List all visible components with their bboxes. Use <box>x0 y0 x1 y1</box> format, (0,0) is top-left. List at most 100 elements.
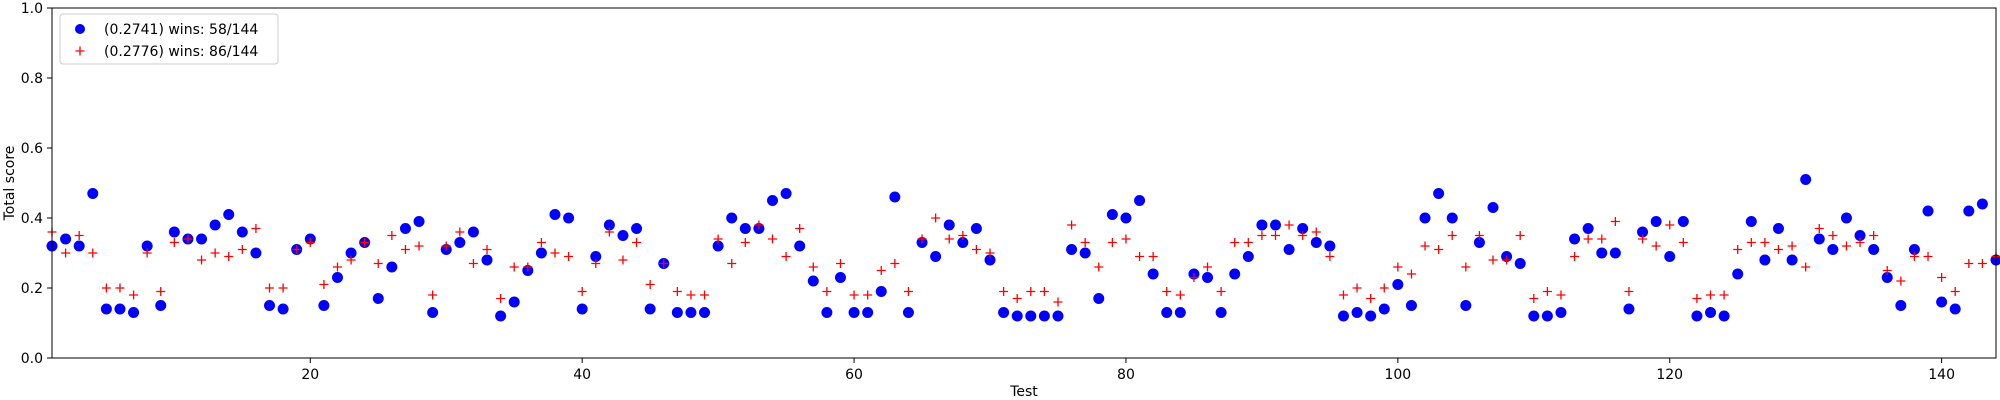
data-point <box>1283 244 1295 255</box>
data-point <box>617 230 629 241</box>
data-point <box>535 247 547 259</box>
data-point <box>454 237 466 248</box>
data-point <box>1189 273 1199 282</box>
data-point <box>671 307 683 318</box>
data-point <box>1107 238 1117 247</box>
data-point <box>577 287 587 296</box>
data-point <box>224 252 234 261</box>
data-point <box>1203 262 1213 272</box>
data-point <box>1529 294 1539 303</box>
data-point <box>223 209 235 220</box>
data-point <box>400 245 410 254</box>
data-point <box>1026 287 1036 296</box>
data-point <box>1963 205 1975 217</box>
data-point <box>645 280 655 289</box>
y-tick-label: 1.0 <box>21 1 43 17</box>
data-point <box>863 290 873 300</box>
x-tick-label: 20 <box>301 367 319 383</box>
data-point <box>768 234 778 244</box>
data-point <box>1733 245 1743 254</box>
data-point <box>931 213 941 223</box>
legend-label-series-1: (0.2741) wins: 58/144 <box>104 22 258 38</box>
data-point <box>550 248 560 258</box>
data-point <box>930 251 942 262</box>
data-point <box>332 262 342 272</box>
data-point <box>848 307 860 318</box>
data-point <box>889 191 901 203</box>
data-point <box>250 247 262 259</box>
data-point <box>1623 303 1635 315</box>
data-point <box>1066 244 1078 255</box>
data-point <box>1120 212 1132 224</box>
x-tick-label: 80 <box>1117 367 1135 383</box>
data-point <box>1514 258 1526 269</box>
data-point <box>345 247 357 259</box>
data-point <box>1678 238 1688 247</box>
data-point <box>1012 294 1022 303</box>
data-point <box>740 238 750 247</box>
data-point <box>1665 220 1675 230</box>
data-point <box>155 300 167 311</box>
data-point <box>1814 224 1824 233</box>
data-point <box>794 240 806 252</box>
x-tick-label: 40 <box>573 367 591 383</box>
data-point <box>387 231 397 240</box>
data-point <box>455 227 465 237</box>
data-point <box>1134 195 1146 206</box>
x-axis: 20 40 60 80 100 120 140 <box>301 358 1955 383</box>
data-point <box>1882 266 1892 275</box>
data-point <box>767 195 779 206</box>
series-1-marks <box>46 174 2000 322</box>
data-point <box>849 290 859 300</box>
y-tick-label: 0.4 <box>21 211 43 227</box>
data-point <box>1570 252 1580 261</box>
data-point <box>114 303 126 315</box>
data-point <box>1148 252 1158 261</box>
y-axis: 0.0 0.2 0.4 0.6 0.8 1.0 <box>21 1 52 367</box>
data-point <box>1242 251 1254 262</box>
x-tick-label: 140 <box>1928 367 1955 383</box>
data-point <box>1609 247 1621 259</box>
data-point <box>590 251 602 262</box>
data-point <box>318 300 330 311</box>
data-point <box>1869 231 1879 240</box>
data-point <box>1719 290 1729 300</box>
y-axis-label: Total score <box>2 146 18 222</box>
data-point <box>1610 217 1620 226</box>
data-point <box>970 223 982 234</box>
data-point <box>197 255 207 265</box>
data-point <box>128 307 140 318</box>
data-point <box>101 283 111 293</box>
data-point <box>1677 216 1689 227</box>
data-point <box>1840 212 1852 224</box>
data-point <box>100 303 112 315</box>
data-point <box>1637 226 1649 238</box>
data-point <box>1162 287 1172 296</box>
data-point <box>618 255 628 265</box>
data-point <box>1773 245 1783 254</box>
data-point <box>1691 310 1703 322</box>
data-point <box>1406 269 1416 279</box>
data-point <box>1405 300 1417 311</box>
data-point <box>1664 251 1676 262</box>
y-tick-label: 0.6 <box>21 141 43 157</box>
data-point <box>1705 307 1717 318</box>
data-point <box>699 307 711 318</box>
data-point <box>61 248 71 258</box>
data-point <box>414 241 424 251</box>
data-point <box>1541 310 1553 322</box>
data-point <box>1447 231 1457 240</box>
data-point <box>604 227 614 237</box>
data-point <box>467 226 479 238</box>
data-point <box>672 287 682 296</box>
data-point <box>821 307 833 318</box>
data-point <box>1718 310 1730 322</box>
data-point <box>1868 244 1880 255</box>
y-tick-label: 0.2 <box>21 281 43 297</box>
data-point <box>985 248 995 258</box>
data-point <box>754 220 764 230</box>
legend: (0.2741) wins: 58/144 (0.2776) wins: 86/… <box>59 13 279 65</box>
data-point <box>1039 287 1049 296</box>
data-point <box>1596 247 1608 259</box>
data-point <box>508 296 520 308</box>
